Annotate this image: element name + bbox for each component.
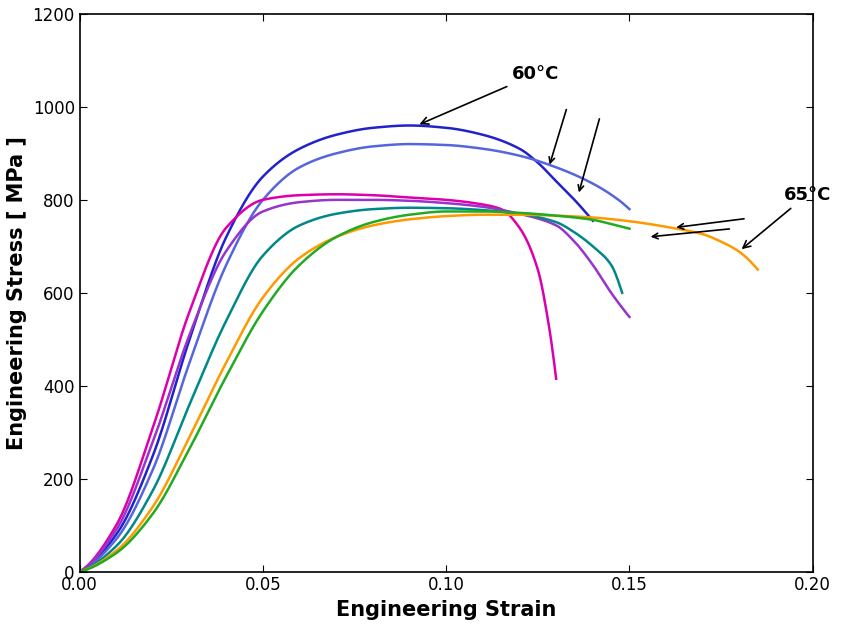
- X-axis label: Engineering Strain: Engineering Strain: [336, 600, 557, 620]
- Text: 60°C: 60°C: [421, 65, 559, 124]
- Y-axis label: Engineering Stress [ MPa ]: Engineering Stress [ MPa ]: [7, 136, 27, 450]
- Text: 65°C: 65°C: [743, 186, 831, 248]
